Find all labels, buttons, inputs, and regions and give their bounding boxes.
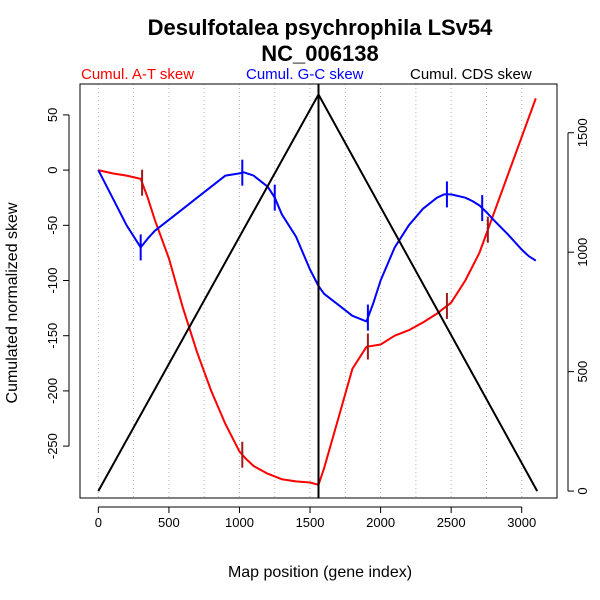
x-tick-label: 3000 (507, 515, 536, 530)
y-tick-label: 0 (45, 166, 60, 173)
chart-title: Desulfotalea psychrophila LSv54 (148, 15, 494, 40)
y2-tick-label: 0 (575, 487, 590, 494)
series-layer (97, 84, 539, 498)
y-tick-label: -150 (45, 323, 60, 349)
x-tick-label: 1500 (296, 515, 325, 530)
legend-cds-skew: Cumul. CDS skew (410, 66, 532, 83)
y-axis-label: Cumulated normalized skew (4, 202, 21, 403)
x-tick-label: 2500 (437, 515, 466, 530)
x-tick-label: 2000 (366, 515, 395, 530)
series-line-1 (97, 169, 537, 323)
y-tick-label: 50 (45, 108, 60, 122)
y-tick-label: -200 (45, 378, 60, 404)
axes-layer: 0 500 1000 1500 2000 2500 3000-250-200-150-100… (45, 83, 590, 530)
y2-tick-label: 1000 (575, 238, 590, 267)
y-tick-label: -100 (45, 267, 60, 293)
y-tick-label: -50 (45, 216, 60, 235)
x-tick-label: 1000 (225, 515, 254, 530)
x-tick-label: 500 (158, 515, 180, 530)
legend-at-skew: Cumul. A-T skew (81, 66, 194, 83)
y2-tick-label: 500 (575, 361, 590, 383)
series-line-0 (98, 98, 537, 486)
y-tick-label: -250 (45, 433, 60, 459)
x-axis-label: Map position (gene index) (228, 564, 412, 581)
legend-gc-skew: Cumul. G-C skew (246, 66, 364, 83)
x-tick-label: 0 (95, 515, 102, 530)
plot-frame (79, 83, 558, 499)
chart-subtitle: NC_006138 (261, 41, 378, 66)
y2-tick-label: 1500 (575, 118, 590, 147)
